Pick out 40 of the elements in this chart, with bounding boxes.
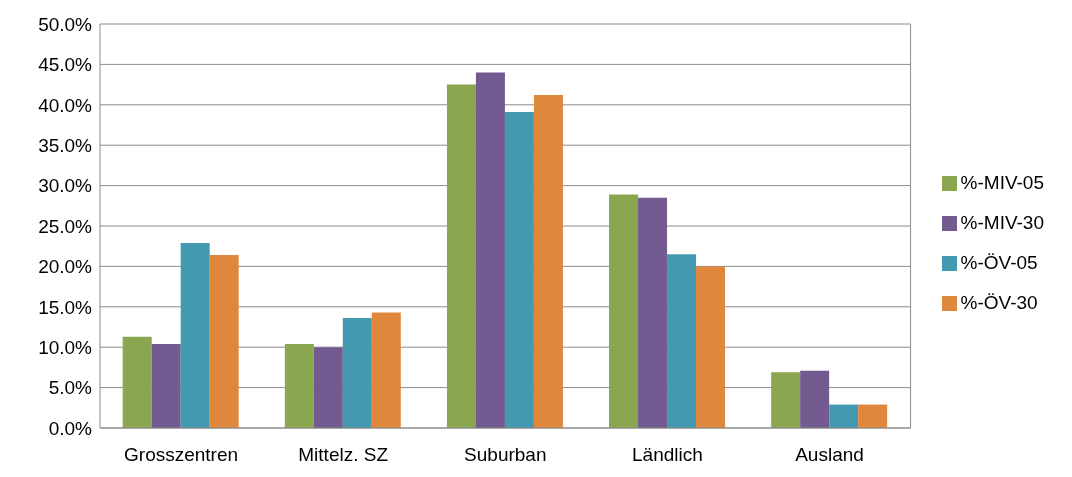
- y-tick-label: 45.0%: [38, 54, 93, 76]
- bar: [284, 343, 314, 428]
- bar: [696, 266, 726, 428]
- bar: [475, 72, 505, 428]
- bar: [829, 404, 859, 428]
- y-tick-label: 5.0%: [48, 377, 93, 399]
- bar: [371, 312, 401, 428]
- x-tick-label: Suburban: [464, 444, 547, 466]
- y-tick-label: 20.0%: [38, 256, 93, 278]
- x-tick-label: Ausland: [795, 444, 864, 466]
- bar: [313, 347, 343, 428]
- x-tick-label: Mittelz. SZ: [298, 444, 389, 466]
- bar: [858, 404, 888, 428]
- legend-label: %-ÖV-30: [960, 292, 1038, 313]
- y-tick-label: 15.0%: [38, 296, 93, 318]
- y-tick-label: 50.0%: [38, 13, 93, 35]
- bar: [151, 343, 181, 428]
- y-tick-label: 40.0%: [38, 94, 93, 116]
- x-tick-label: Ländlich: [632, 444, 703, 466]
- y-tick-label: 10.0%: [38, 336, 93, 358]
- bar: [122, 336, 152, 428]
- bar: [609, 194, 639, 428]
- y-tick-label: 35.0%: [38, 134, 93, 156]
- bar: [504, 112, 534, 428]
- y-tick-label: 30.0%: [38, 175, 93, 197]
- bar: [667, 254, 697, 428]
- legend-label: %-MIV-05: [960, 172, 1044, 193]
- bar: [446, 84, 476, 428]
- x-tick-label: Grosszentren: [124, 444, 239, 466]
- bar: [638, 197, 668, 428]
- bar: [209, 255, 239, 428]
- legend-label: %-MIV-30: [960, 212, 1044, 233]
- bar: [800, 370, 830, 428]
- bar: [342, 318, 372, 428]
- y-tick-label: 25.0%: [38, 215, 93, 237]
- y-tick-label: 0.0%: [48, 417, 93, 439]
- bar: [533, 95, 563, 428]
- bar: [771, 372, 801, 428]
- bar: [180, 242, 210, 428]
- legend-label: %-ÖV-05: [960, 252, 1038, 273]
